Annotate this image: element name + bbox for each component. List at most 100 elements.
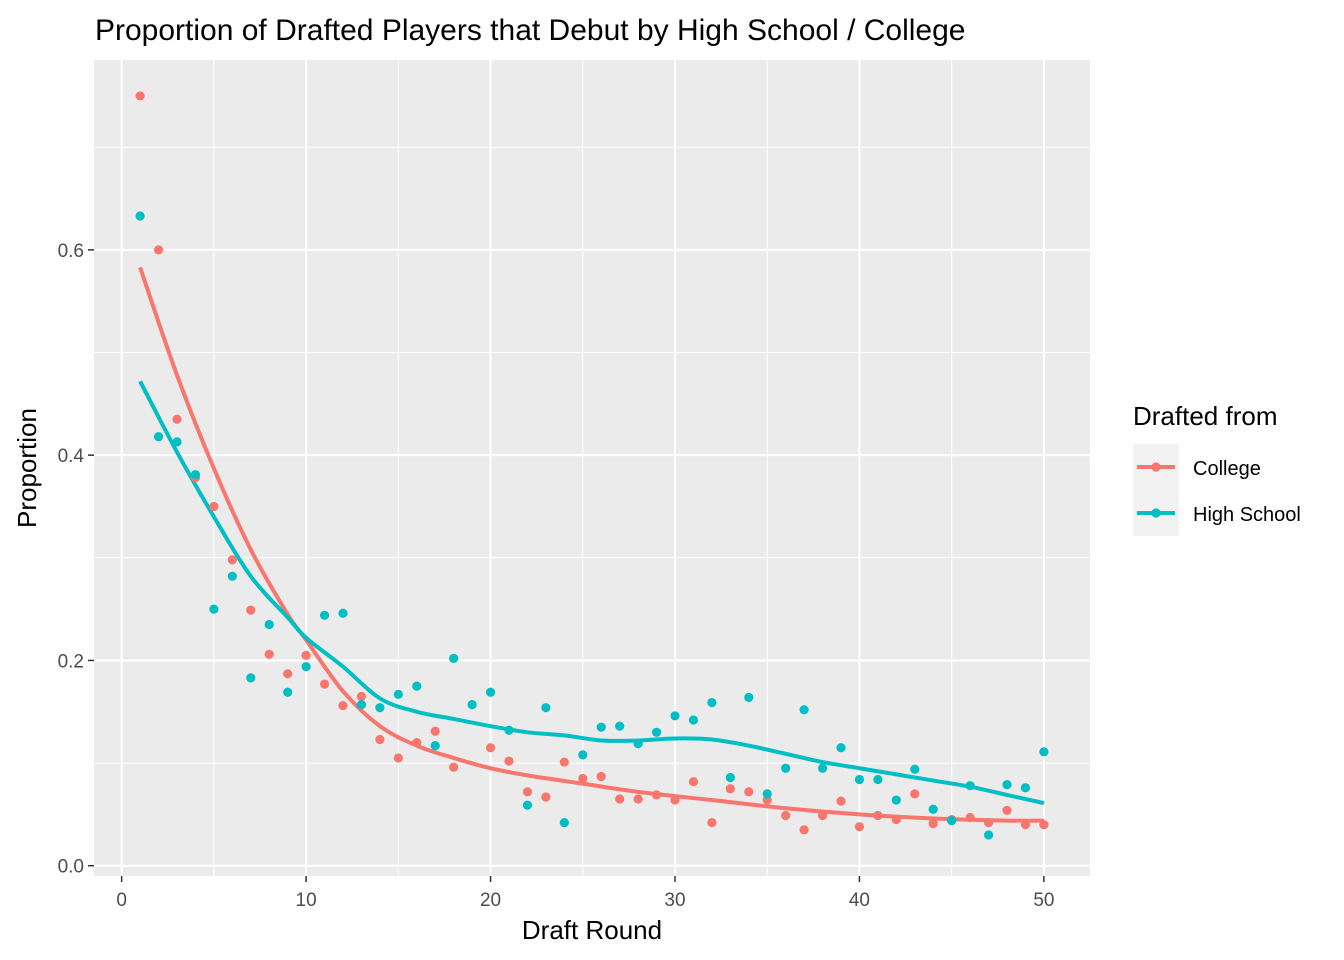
legend-items: College High School	[1133, 444, 1301, 536]
point-high-school	[707, 697, 717, 708]
legend-point-high-school	[1151, 508, 1161, 518]
point-college	[615, 794, 625, 804]
point-high-school	[338, 608, 348, 618]
point-college	[1020, 820, 1031, 830]
y-tick-label: 0.6	[58, 241, 84, 262]
point-college	[209, 501, 219, 512]
x-tick-label: 20	[480, 890, 501, 911]
point-college	[246, 605, 256, 615]
point-college	[781, 810, 791, 821]
point-high-school	[965, 781, 975, 791]
point-high-school	[283, 687, 293, 697]
point-college	[135, 91, 145, 101]
point-high-school	[135, 211, 145, 221]
point-college	[522, 787, 533, 797]
point-college	[983, 818, 994, 828]
point-college	[836, 796, 846, 806]
point-college	[485, 743, 496, 753]
x-axis: 0 10 20 30 40 50	[116, 876, 1054, 911]
point-high-school	[412, 681, 422, 691]
point-high-school	[172, 437, 182, 447]
point-college	[596, 771, 606, 782]
smooth-lines	[138, 266, 1045, 823]
point-college	[817, 810, 828, 821]
smooth-line-college	[138, 266, 1044, 823]
point-high-school	[836, 743, 846, 753]
point-high-school	[762, 789, 772, 799]
point-college	[670, 795, 680, 805]
y-axis-title: Proportion	[12, 408, 42, 528]
point-high-school	[983, 830, 994, 840]
point-high-school	[393, 689, 403, 699]
point-high-school	[910, 764, 920, 774]
point-high-school	[430, 741, 440, 751]
point-college	[356, 691, 367, 701]
point-high-school	[301, 662, 311, 672]
y-tick-label: 0.2	[58, 651, 84, 672]
point-college	[264, 649, 274, 659]
point-college	[393, 753, 403, 763]
legend-label-high-school: High School	[1193, 504, 1301, 526]
point-high-school	[781, 763, 791, 773]
point-college	[633, 794, 643, 804]
point-high-school	[615, 721, 625, 731]
point-high-school	[891, 795, 901, 805]
point-high-school	[854, 774, 865, 785]
point-high-school	[190, 470, 201, 480]
point-high-school	[209, 604, 219, 614]
point-college	[1039, 820, 1049, 830]
point-high-school	[319, 610, 330, 620]
point-high-school	[485, 687, 496, 697]
point-high-school	[467, 699, 477, 710]
point-high-school	[725, 772, 735, 783]
point-college	[965, 812, 975, 823]
point-college	[1002, 805, 1012, 815]
point-college	[301, 650, 311, 660]
smooth-line-high-school	[138, 380, 1045, 806]
point-college	[412, 737, 422, 748]
points	[135, 91, 1049, 840]
point-college	[688, 776, 699, 787]
point-high-school	[504, 725, 514, 735]
point-college	[504, 756, 514, 766]
point-college	[227, 555, 237, 565]
point-high-school	[264, 619, 274, 630]
point-high-school	[356, 699, 367, 710]
point-college	[449, 762, 459, 772]
legend-label-college: College	[1193, 458, 1261, 480]
point-college	[559, 757, 569, 767]
point-high-school	[541, 703, 551, 713]
grid-minor	[94, 60, 1090, 876]
point-college	[578, 773, 588, 784]
point-high-school	[651, 727, 662, 737]
point-college	[873, 810, 883, 821]
point-high-school	[947, 815, 957, 826]
point-college	[172, 414, 182, 424]
plot-panel	[94, 60, 1090, 876]
point-high-school	[799, 705, 809, 715]
point-high-school	[1020, 783, 1031, 793]
point-college	[928, 819, 938, 829]
y-tick-label: 0.0	[58, 857, 84, 878]
point-college	[319, 679, 330, 689]
x-axis-title: Draft Round	[522, 915, 662, 945]
point-high-school	[375, 703, 385, 713]
point-high-school	[246, 673, 256, 683]
point-high-school	[928, 804, 938, 814]
point-college	[854, 822, 865, 832]
legend: Drafted from College High School	[1133, 401, 1301, 536]
point-college	[707, 818, 717, 828]
point-college	[744, 787, 754, 797]
point-high-school	[578, 750, 588, 760]
point-high-school	[873, 774, 883, 785]
point-college	[283, 669, 293, 679]
point-college	[338, 701, 348, 711]
point-high-school	[1002, 780, 1012, 790]
point-high-school	[449, 653, 459, 664]
x-tick-label: 40	[849, 890, 870, 911]
legend-point-college	[1151, 462, 1161, 472]
point-high-school	[522, 800, 533, 810]
point-college	[725, 784, 735, 794]
point-high-school	[744, 692, 754, 703]
